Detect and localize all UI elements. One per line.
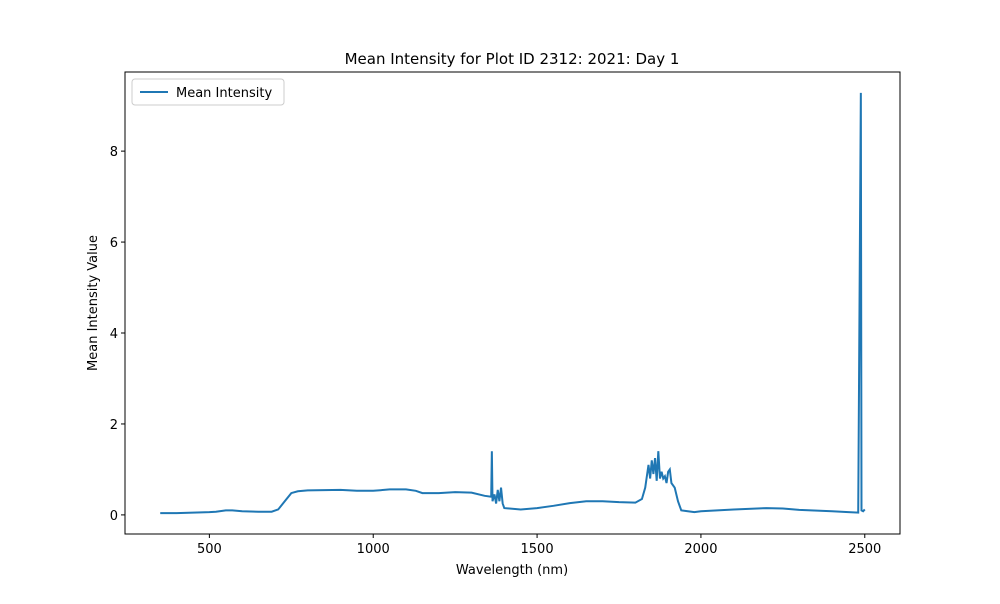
x-axis-label: Wavelength (nm) xyxy=(456,563,568,578)
legend-label: Mean Intensity xyxy=(176,86,272,101)
chart-title: Mean Intensity for Plot ID 2312: 2021: D… xyxy=(345,50,680,68)
y-tick-label: 4 xyxy=(110,327,118,342)
y-axis-label: Mean Intensity Value xyxy=(86,235,101,371)
y-tick-label: 2 xyxy=(110,418,118,433)
x-tick-label: 500 xyxy=(197,542,222,557)
y-tick-label: 8 xyxy=(110,145,118,160)
plot-frame xyxy=(124,71,901,535)
x-tick-label: 2000 xyxy=(684,542,717,557)
data-line xyxy=(160,92,866,515)
x-tick-label: 1000 xyxy=(357,542,390,557)
y-tick-label: 6 xyxy=(110,236,118,251)
x-tick-label: 1500 xyxy=(521,542,554,557)
legend-box xyxy=(131,78,285,106)
y-tick-label: 0 xyxy=(110,509,118,524)
x-tick-label: 2500 xyxy=(848,542,881,557)
